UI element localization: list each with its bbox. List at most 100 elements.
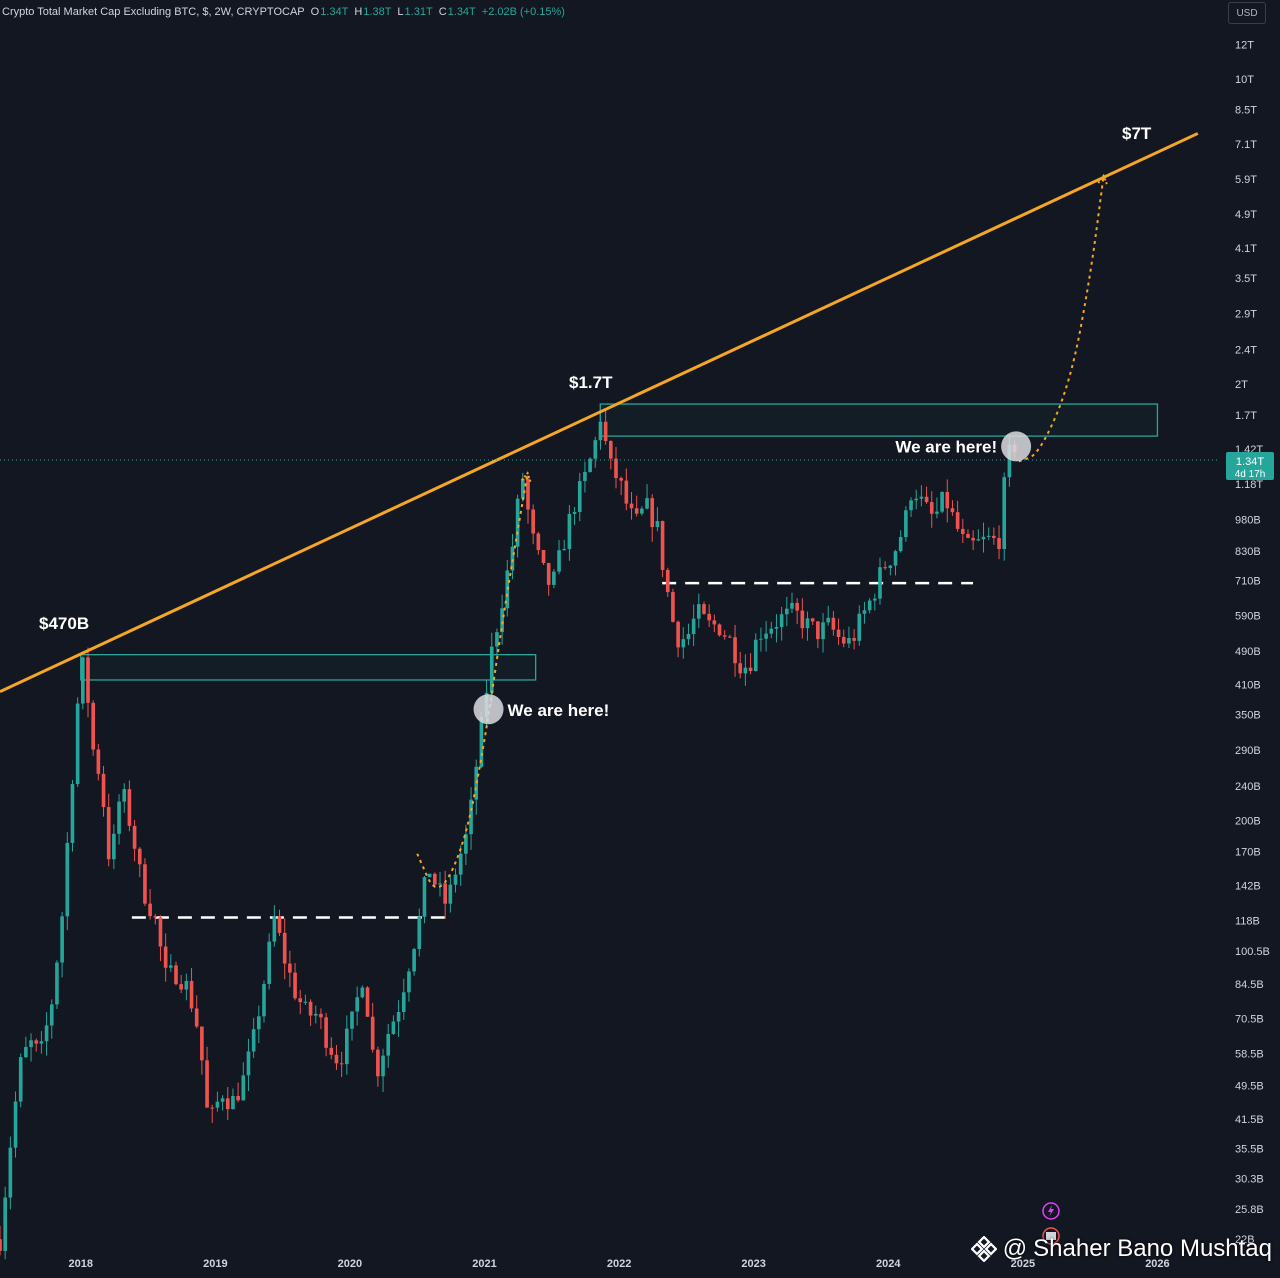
position-marker[interactable] (473, 694, 504, 725)
candle-body[interactable] (365, 987, 370, 1017)
candle-body[interactable] (992, 535, 996, 539)
candle-body[interactable] (49, 1004, 54, 1026)
candle-body[interactable] (106, 807, 111, 860)
candle-body[interactable] (650, 498, 655, 528)
candle-body[interactable] (132, 825, 137, 849)
time-axis[interactable] (0, 1248, 1218, 1273)
candle-body[interactable] (712, 620, 717, 625)
candle-body[interactable] (60, 916, 64, 963)
candle-body[interactable] (241, 1075, 246, 1101)
candle-body[interactable] (769, 628, 774, 634)
candle-body[interactable] (857, 613, 862, 641)
candle-body[interactable] (784, 608, 789, 615)
candle-body[interactable] (572, 511, 577, 514)
candle-body[interactable] (753, 639, 758, 672)
candle-body[interactable] (158, 917, 163, 947)
candle-body[interactable] (355, 997, 359, 1012)
candle-body[interactable] (836, 629, 841, 637)
candle-body[interactable] (34, 1040, 39, 1044)
candle-body[interactable] (246, 1051, 251, 1076)
candle-body[interactable] (44, 1025, 49, 1042)
candle-body[interactable] (86, 657, 90, 703)
candle-body[interactable] (112, 833, 116, 860)
candle-body[interactable] (826, 617, 831, 623)
candle-body[interactable] (422, 877, 427, 917)
candle-body[interactable] (339, 1063, 344, 1065)
candle-body[interactable] (950, 508, 955, 513)
event-icon[interactable] (1042, 1227, 1060, 1245)
candle-body[interactable] (914, 498, 919, 501)
candle-body[interactable] (862, 610, 867, 614)
candle-body[interactable] (257, 1016, 261, 1030)
candle-body[interactable] (13, 1101, 18, 1148)
candle-body[interactable] (236, 1095, 240, 1101)
candle-body[interactable] (153, 916, 158, 918)
candle-body[interactable] (960, 528, 965, 534)
candle-body[interactable] (65, 842, 70, 917)
candle-body[interactable] (231, 1095, 235, 1110)
candle-body[interactable] (764, 633, 768, 639)
candle-body[interactable] (831, 617, 836, 630)
candle-body[interactable] (313, 1013, 318, 1016)
candle-body[interactable] (847, 638, 851, 644)
resistance-zone[interactable] (599, 403, 1159, 437)
candle-body[interactable] (458, 853, 463, 875)
symbol-title[interactable]: Crypto Total Market Cap Excluding BTC, $… (2, 6, 305, 18)
candle-body[interactable] (981, 536, 986, 540)
price-axis[interactable] (1218, 0, 1280, 1273)
candle-body[interactable] (401, 992, 406, 1013)
candle-body[interactable] (624, 480, 629, 504)
candle-body[interactable] (288, 963, 292, 973)
candle-body[interactable] (790, 602, 794, 609)
candle-body[interactable] (593, 440, 598, 459)
candle-body[interactable] (370, 1016, 375, 1050)
candle-body[interactable] (298, 998, 303, 1003)
candle-body[interactable] (681, 639, 686, 648)
candle-body[interactable] (945, 491, 950, 509)
candle-body[interactable] (464, 834, 468, 854)
candle-body[interactable] (852, 638, 856, 641)
candle-body[interactable] (562, 549, 567, 551)
candle-body[interactable] (29, 1040, 33, 1048)
candle-body[interactable] (81, 657, 85, 704)
candle-body[interactable] (748, 667, 753, 672)
candle-body[interactable] (267, 941, 271, 984)
candle-body[interactable] (189, 980, 194, 1009)
candle-body[interactable] (567, 513, 572, 550)
candle-body[interactable] (702, 604, 706, 614)
candle-body[interactable] (75, 703, 80, 785)
candle-body[interactable] (526, 478, 530, 510)
candle-body[interactable] (619, 478, 623, 481)
candle-body[interactable] (552, 571, 556, 585)
candle-body[interactable] (577, 481, 582, 512)
candle-body[interactable] (583, 471, 587, 482)
candle-body[interactable] (174, 965, 178, 985)
candle-body[interactable] (598, 421, 603, 441)
candle-body[interactable] (277, 916, 282, 933)
candle-body[interactable] (101, 773, 106, 808)
candle-body[interactable] (774, 627, 779, 629)
candle-body[interactable] (997, 538, 1001, 550)
candle-body[interactable] (800, 610, 805, 629)
candle-body[interactable] (722, 635, 727, 637)
candle-body[interactable] (816, 621, 820, 640)
candle-body[interactable] (872, 598, 877, 601)
candle-body[interactable] (893, 551, 898, 566)
candle-body[interactable] (376, 1049, 380, 1077)
candle-body[interactable] (867, 600, 872, 611)
candle-body[interactable] (1007, 444, 1012, 478)
candle-body[interactable] (888, 565, 893, 568)
candle-body[interactable] (91, 702, 95, 750)
candle-body[interactable] (671, 592, 675, 622)
candle-body[interactable] (407, 971, 411, 993)
candle-body[interactable] (184, 980, 189, 990)
candle-body[interactable] (169, 965, 173, 968)
candle-body[interactable] (433, 873, 437, 885)
candle-body[interactable] (308, 1001, 313, 1016)
currency-button[interactable]: USD (1228, 2, 1266, 24)
candle-body[interactable] (386, 1033, 391, 1056)
candle-body[interactable] (345, 1028, 349, 1065)
candle-body[interactable] (536, 533, 541, 550)
